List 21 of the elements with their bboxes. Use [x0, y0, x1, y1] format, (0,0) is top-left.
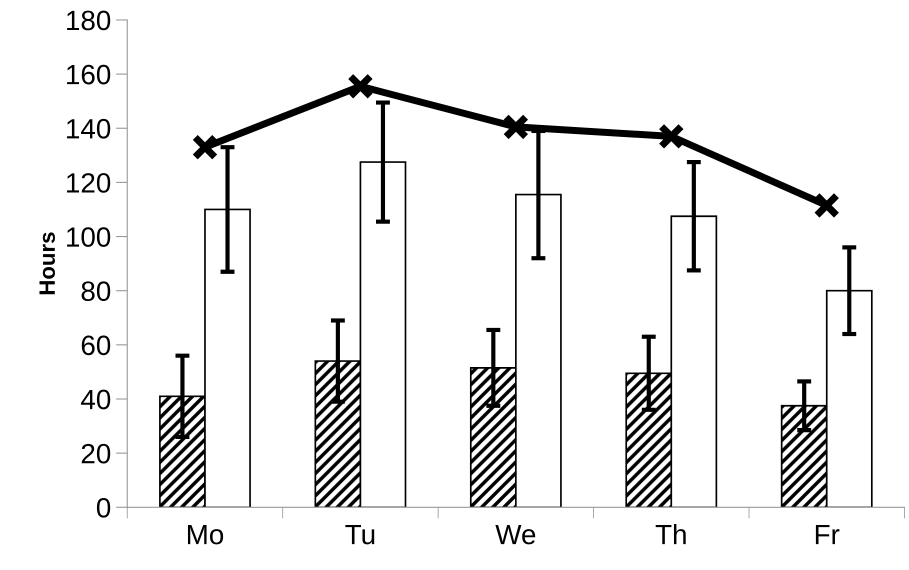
- point: [814, 192, 840, 219]
- point: [658, 123, 684, 150]
- x-tick-label: Th: [656, 524, 686, 544]
- y-tick-label: 0: [96, 498, 110, 518]
- y-tick-label: 140: [67, 118, 110, 139]
- x-tick-label: Tu: [345, 524, 374, 544]
- y-tick-label: 20: [82, 444, 110, 464]
- x-tick-label: Fr: [816, 524, 840, 544]
- point: [192, 134, 218, 160]
- x-tick-label: We: [495, 524, 536, 544]
- y-tick-label: 60: [82, 336, 110, 356]
- y-tick-label: 40: [81, 390, 110, 410]
- point: [347, 73, 374, 100]
- y-tick-label: 120: [67, 173, 110, 193]
- y-tick-label: 100: [67, 227, 110, 247]
- y-axis-title: Hours: [39, 232, 55, 294]
- y-tick-label: 80: [82, 281, 110, 302]
- point: [502, 114, 530, 140]
- y-tick-label: 180: [67, 10, 110, 30]
- x-tick-label: Mo: [188, 524, 224, 544]
- y-tick-label: 160: [67, 64, 110, 84]
